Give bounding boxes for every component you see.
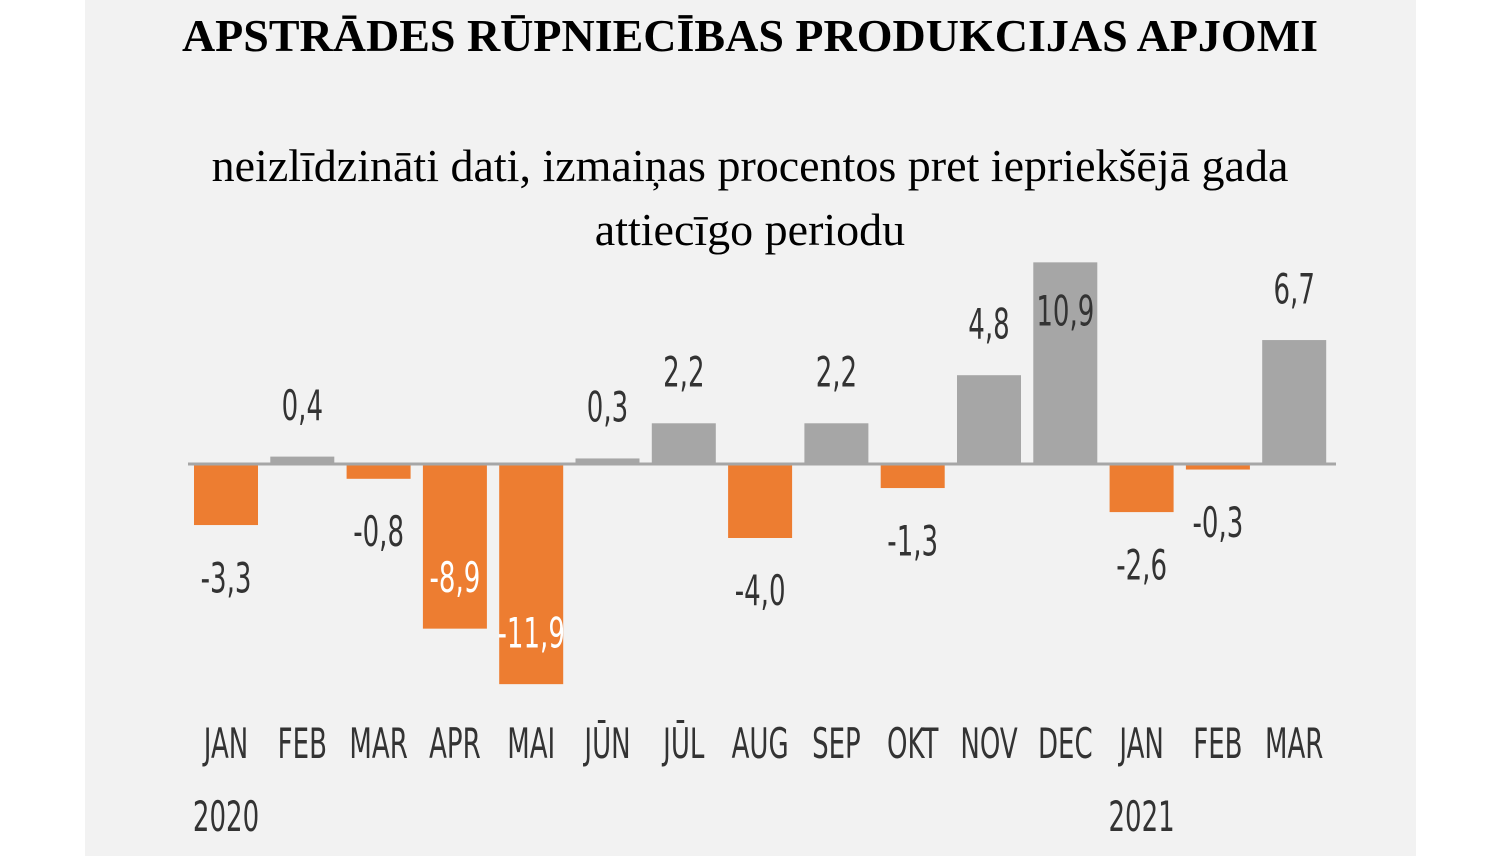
chart-title: APSTRĀDES RŪPNIECĪBAS PRODUKCIJAS APJOMI	[181, 10, 1319, 61]
data-label: 2,2	[816, 349, 857, 397]
x-tick-label: FEB	[278, 721, 327, 769]
data-label: -8,9	[429, 555, 480, 603]
year-label: 2020	[193, 794, 259, 842]
x-tick-label: DEC	[1038, 721, 1093, 769]
bar	[194, 464, 258, 526]
bar	[651, 423, 716, 464]
x-tick-label: NOV	[960, 721, 1017, 769]
bar	[575, 458, 640, 464]
x-tick-label: OKT	[887, 721, 939, 769]
data-label: -0,3	[1192, 500, 1243, 548]
bar	[728, 464, 793, 538]
x-tick-label: MAR	[349, 721, 407, 769]
data-label: 4,8	[968, 301, 1009, 349]
chart-panel	[85, 0, 1416, 856]
data-label: -0,8	[353, 509, 404, 557]
bar	[422, 464, 487, 629]
x-tick-label: JAN	[1118, 721, 1164, 769]
bar	[1262, 340, 1327, 464]
data-label: -11,9	[498, 610, 565, 658]
x-tick-label: SEP	[812, 721, 861, 769]
bar	[880, 464, 945, 489]
data-label: 6,7	[1273, 266, 1314, 314]
bar	[270, 456, 335, 464]
data-label: -4,0	[735, 568, 786, 616]
data-label: 0,4	[282, 383, 323, 431]
bar	[346, 464, 411, 479]
bar	[499, 464, 564, 685]
data-label: -1,3	[887, 518, 938, 566]
x-tick-label: FEB	[1193, 721, 1242, 769]
data-label: -2,6	[1116, 542, 1167, 590]
x-tick-label: AUG	[732, 721, 789, 769]
x-tick-label: JAN	[202, 721, 248, 769]
data-label: 10,9	[1036, 288, 1094, 336]
year-label: 2021	[1108, 794, 1174, 842]
bar	[957, 375, 1021, 464]
x-tick-label: MAR	[1265, 721, 1323, 769]
x-tick-label: JŪL	[662, 720, 705, 769]
data-label: -3,3	[201, 555, 252, 603]
chart-subtitle: neizlīdzināti dati, izmaiņas procentos p…	[211, 140, 1289, 255]
data-label: 2,2	[663, 349, 704, 397]
bar	[804, 423, 869, 464]
x-tick-label: APR	[429, 721, 481, 769]
bar	[1185, 464, 1250, 470]
bar	[1109, 464, 1174, 513]
x-tick-label: MAI	[507, 721, 555, 769]
data-label: 0,3	[587, 384, 628, 432]
bar	[1033, 262, 1098, 464]
x-tick-label: JŪN	[583, 720, 631, 769]
